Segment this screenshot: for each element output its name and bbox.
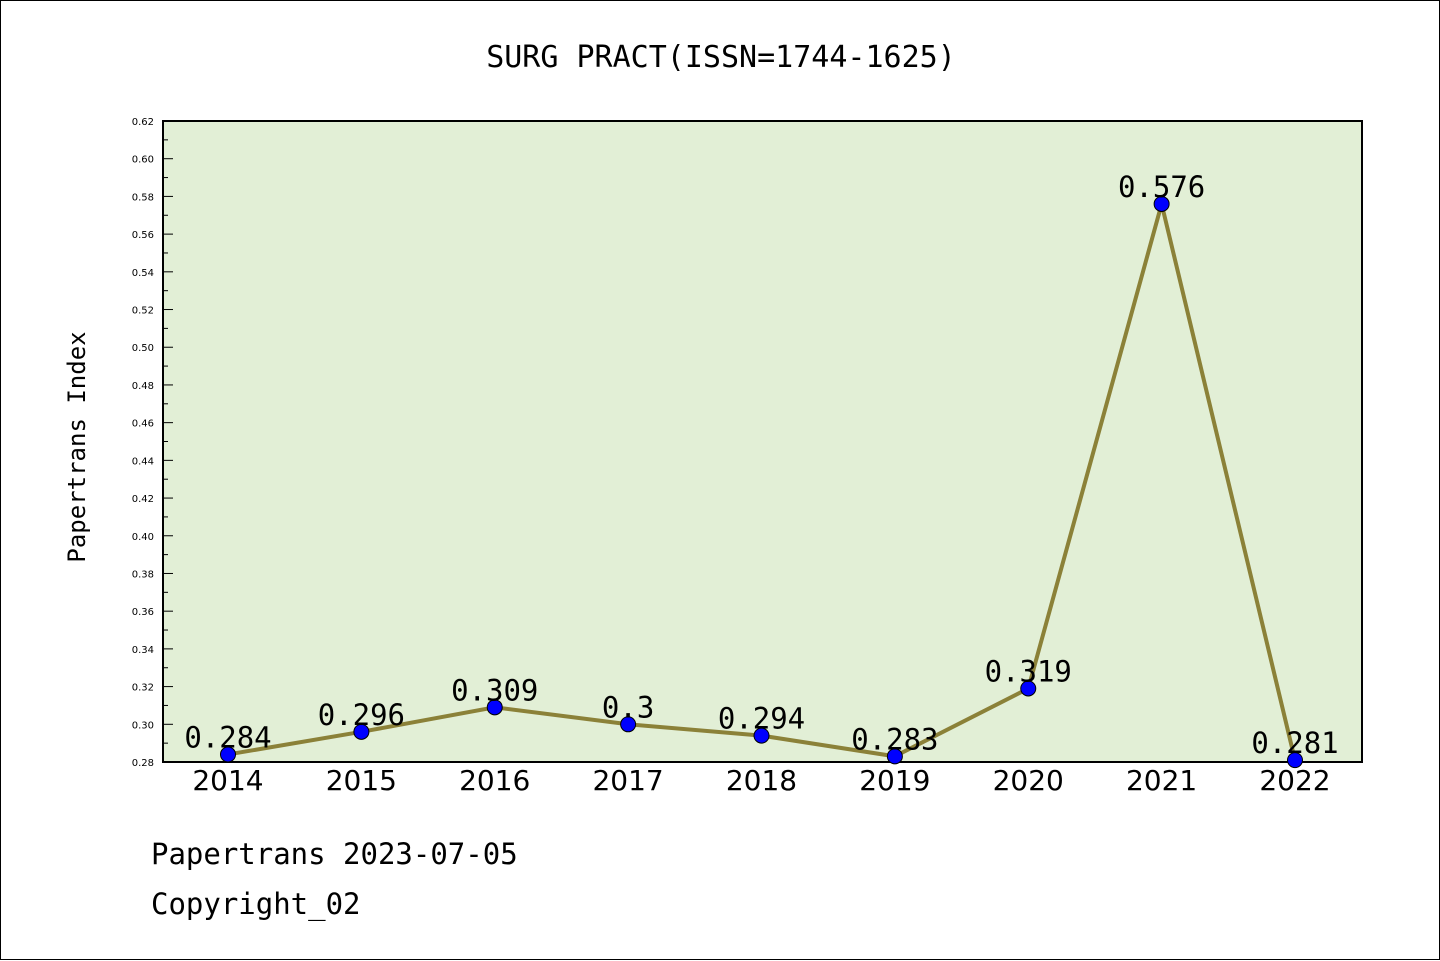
y-tick-label: 0.60 <box>132 155 154 166</box>
y-tick-label: 0.36 <box>132 607 154 618</box>
data-point <box>753 727 770 744</box>
y-tick-label: 0.32 <box>132 683 154 694</box>
y-tick-label: 0.38 <box>132 569 154 580</box>
y-tick-label: 0.34 <box>132 645 154 656</box>
y-tick-label: 0.46 <box>132 419 154 430</box>
y-tick-label: 0.56 <box>132 230 154 241</box>
y-tick-label: 0.40 <box>132 532 154 543</box>
y-axis-label: Papertrans Index <box>63 331 91 562</box>
data-label: 0.576 <box>1118 170 1205 204</box>
data-label: 0.283 <box>851 722 938 756</box>
y-tick-label: 0.54 <box>132 268 154 279</box>
data-label: 0.319 <box>985 654 1072 688</box>
x-tick-label: 2020 <box>993 764 1064 797</box>
y-tick-label: 0.42 <box>132 494 154 505</box>
data-point <box>353 723 370 740</box>
y-tick-label: 0.30 <box>132 720 154 731</box>
data-point <box>620 716 637 733</box>
x-tick-label: 2015 <box>326 764 397 797</box>
x-tick-label: 2017 <box>592 764 663 797</box>
footer-copyright-label: Copyright_02 <box>151 887 361 921</box>
data-point <box>220 746 236 763</box>
y-axis: 0.28 0.30 0.32 0.34 0.36 0.38 0.40 0.42 0.44 0.46… <box>132 117 173 769</box>
chart-title: SURG PRACT(ISSN=1744-1625) <box>486 40 956 75</box>
data-point <box>1153 195 1170 212</box>
x-tick-label: 2018 <box>726 764 797 797</box>
data-label: 0.309 <box>451 673 538 707</box>
y-tick-label: 0.48 <box>132 381 154 392</box>
x-axis: 2014 2015 2016 2017 2018 2019 2020 2021 2022 <box>192 764 1330 797</box>
x-tick-label: 2019 <box>859 764 930 797</box>
data-label: 0.296 <box>318 698 405 732</box>
data-label: 0.294 <box>718 702 805 736</box>
x-tick-label: 2022 <box>1259 764 1330 797</box>
y-tick-label: 0.58 <box>132 192 154 203</box>
data-label: 0.281 <box>1251 726 1338 760</box>
data-point <box>886 748 903 765</box>
series-line-group: 0.284 0.296 0.309 0.3 0.294 0.283 0.319 0.576 0.… <box>184 170 1339 769</box>
plot-area <box>162 120 1363 763</box>
data-label: 0.284 <box>184 720 271 754</box>
y-tick-label: 0.50 <box>132 343 154 354</box>
y-tick-label: 0.44 <box>132 456 154 467</box>
data-point <box>486 699 503 716</box>
data-point <box>1020 680 1037 697</box>
footer-date-label: Papertrans 2023-07-05 <box>151 837 518 871</box>
x-tick-label: 2021 <box>1126 764 1197 797</box>
y-tick-label: 0.62 <box>132 117 154 128</box>
y-tick-label: 0.28 <box>132 758 154 769</box>
data-label: 0.3 <box>602 690 654 724</box>
x-tick-label: 2016 <box>459 764 530 797</box>
y-tick-label: 0.52 <box>132 306 154 317</box>
x-tick-label: 2014 <box>192 764 263 797</box>
data-point <box>1287 752 1303 769</box>
